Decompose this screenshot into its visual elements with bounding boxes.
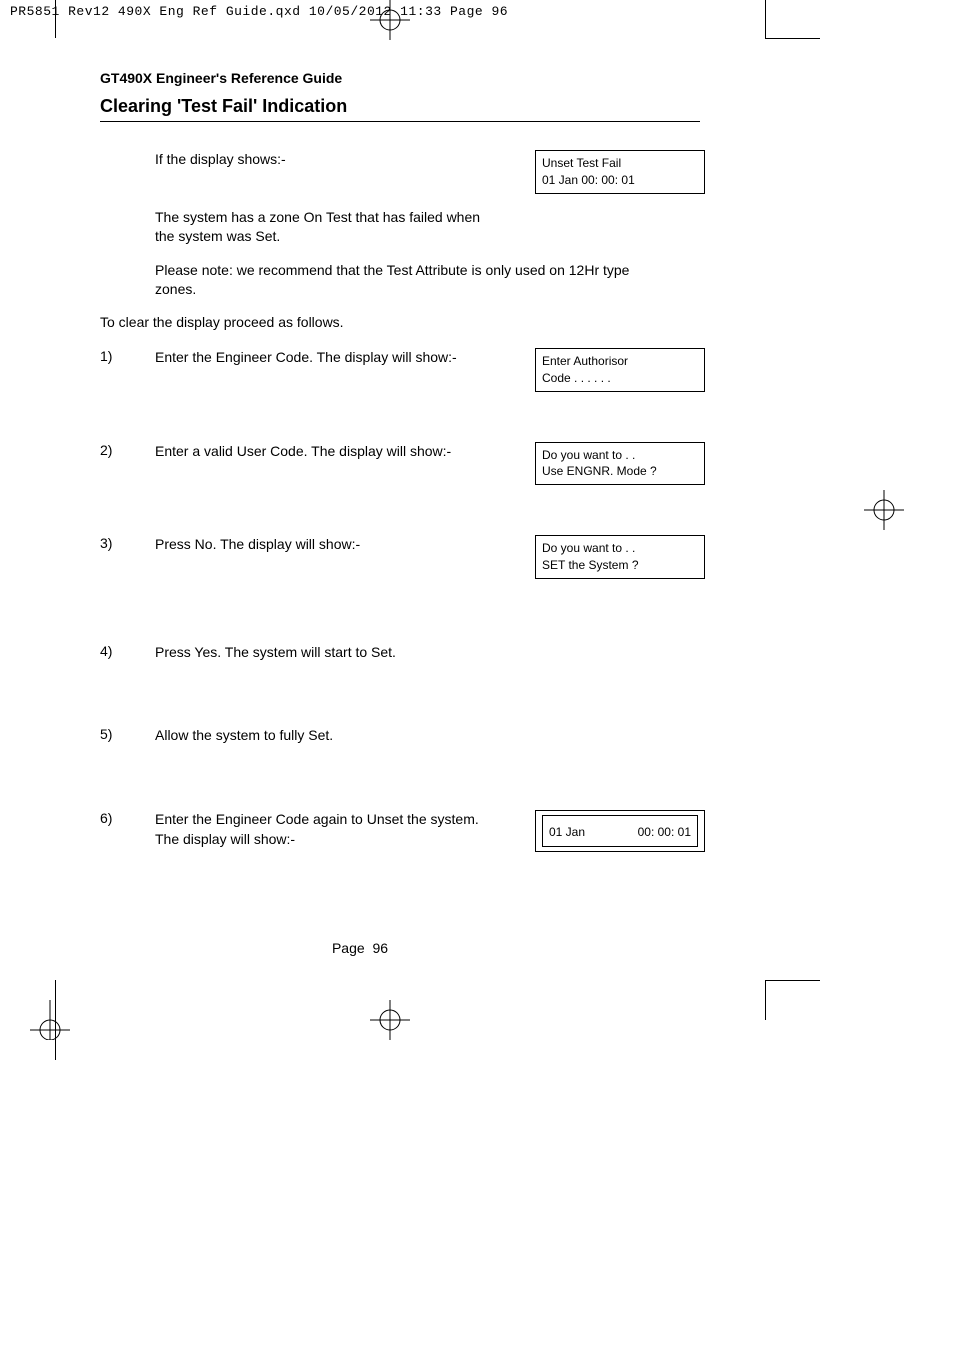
crop-mark: [765, 38, 820, 39]
lcd-date: 01 Jan: [549, 824, 585, 841]
page-footer: Page 96: [0, 940, 720, 956]
step-row: 3) Press No. The display will show:- Do …: [100, 535, 720, 579]
lcd-line: 01 Jan 00: 00: 01: [549, 824, 691, 841]
step-number: 3): [100, 535, 155, 551]
step-row: 1) Enter the Engineer Code. The display …: [100, 348, 720, 392]
lcd-line: Do you want to . .: [542, 540, 698, 557]
step-row: 2) Enter a valid User Code. The display …: [100, 442, 720, 486]
lcd-time: 00: 00: 01: [638, 824, 691, 841]
intro-text: If the display shows:-: [155, 150, 495, 170]
lcd-display: Unset Test Fail 01 Jan 00: 00: 01: [535, 150, 705, 194]
lcd-line: Unset Test Fail: [542, 155, 698, 172]
step-number: 6): [100, 810, 155, 826]
lcd-display: Do you want to . . SET the System ?: [535, 535, 705, 579]
lcd-line: Do you want to . .: [542, 447, 698, 464]
lcd-display: Enter Authorisor Code . . . . . .: [535, 348, 705, 392]
print-slug-line: PR5851 Rev12 490X Eng Ref Guide.qxd 10/0…: [0, 0, 954, 23]
step-text: Enter the Engineer Code again to Unset t…: [155, 810, 495, 849]
lcd-display: Do you want to . . Use ENGNR. Mode ?: [535, 442, 705, 486]
step-text: Enter a valid User Code. The display wil…: [155, 442, 495, 462]
lcd-display: 01 Jan 00: 00: 01: [535, 810, 705, 852]
lcd-line: Use ENGNR. Mode ?: [542, 463, 698, 480]
crop-mark: [765, 980, 820, 981]
registration-mark-icon: [370, 1000, 410, 1040]
crop-mark: [55, 0, 56, 38]
body-text: The system has a zone On Test that has f…: [155, 208, 495, 247]
step-row: 5) Allow the system to fully Set.: [100, 726, 720, 746]
page-label: Page: [332, 940, 365, 956]
lcd-line: SET the System ?: [542, 557, 698, 574]
step-number: 4): [100, 643, 155, 659]
intro-row: If the display shows:- Unset Test Fail 0…: [100, 150, 720, 194]
registration-mark-icon: [370, 0, 410, 45]
registration-mark-icon: [30, 1000, 70, 1040]
crop-mark: [765, 980, 766, 1020]
lcd-line: 01 Jan 00: 00: 01: [542, 172, 698, 189]
step-text: Press Yes. The system will start to Set.: [155, 643, 495, 663]
step-number: 2): [100, 442, 155, 458]
document-title: GT490X Engineer's Reference Guide: [100, 70, 720, 86]
page-number: 96: [372, 940, 388, 956]
step-number: 1): [100, 348, 155, 364]
step-row: 6) Enter the Engineer Code again to Unse…: [100, 810, 720, 852]
step-text: Allow the system to fully Set.: [155, 726, 495, 746]
step-number: 5): [100, 726, 155, 742]
lcd-line: Enter Authorisor: [542, 353, 698, 370]
content-area: GT490X Engineer's Reference Guide Cleari…: [100, 70, 720, 866]
crop-mark: [765, 0, 766, 38]
intro-para: The system has a zone On Test that has f…: [100, 208, 720, 247]
intro-para: Please note: we recommend that the Test …: [100, 261, 720, 300]
lcd-line: Code . . . . . .: [542, 370, 698, 387]
lcd-inner: 01 Jan 00: 00: 01: [542, 815, 698, 847]
page: PR5851 Rev12 490X Eng Ref Guide.qxd 10/0…: [0, 0, 954, 1100]
body-text: Please note: we recommend that the Test …: [155, 261, 655, 300]
instruction-text: To clear the display proceed as follows.: [100, 314, 720, 330]
section-heading: Clearing 'Test Fail' Indication: [100, 96, 700, 122]
registration-mark-icon: [864, 490, 904, 530]
step-text: Enter the Engineer Code. The display wil…: [155, 348, 495, 368]
step-text: Press No. The display will show:-: [155, 535, 495, 555]
step-row: 4) Press Yes. The system will start to S…: [100, 643, 720, 663]
